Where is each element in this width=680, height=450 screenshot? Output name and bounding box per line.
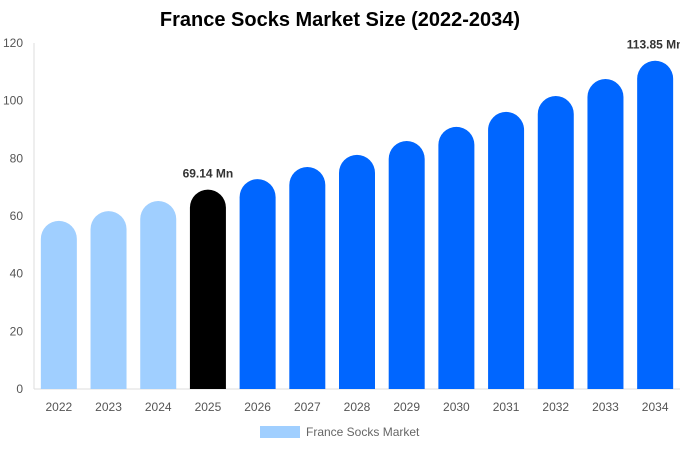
y-tick-label: 40 xyxy=(10,267,24,281)
bar-2025 xyxy=(189,189,226,389)
bar-2034 xyxy=(637,60,674,390)
x-tick-label: 2029 xyxy=(393,400,420,414)
x-tick-label: 2033 xyxy=(592,400,619,414)
x-tick-label: 2025 xyxy=(195,400,222,414)
x-tick-label: 2026 xyxy=(244,400,271,414)
y-tick-label: 100 xyxy=(3,94,23,108)
bar-2022 xyxy=(40,220,77,389)
x-tick-label: 2028 xyxy=(344,400,371,414)
bar-2029 xyxy=(388,141,425,389)
x-tick-label: 2032 xyxy=(542,400,569,414)
x-tick-label: 2031 xyxy=(493,400,520,414)
y-tick-label: 80 xyxy=(10,151,24,165)
x-tick-label: 2023 xyxy=(95,400,122,414)
legend-swatch xyxy=(260,426,300,438)
bar-2030 xyxy=(438,126,475,389)
x-tick-label: 2034 xyxy=(642,400,669,414)
bar-2033 xyxy=(587,79,624,390)
legend-label: France Socks Market xyxy=(306,425,420,439)
legend[interactable]: France Socks Market xyxy=(260,425,419,439)
y-tick-label: 120 xyxy=(3,36,23,50)
x-tick-label: 2022 xyxy=(45,400,72,414)
data-label: 69.14 Mn xyxy=(183,167,234,181)
bar-2027 xyxy=(289,166,326,389)
bar-2028 xyxy=(339,154,375,389)
bar-2032 xyxy=(537,96,574,389)
y-tick-label: 0 xyxy=(16,382,23,396)
bar-2024 xyxy=(140,201,177,389)
bar-2031 xyxy=(488,111,525,389)
y-tick-label: 20 xyxy=(10,324,24,338)
y-tick-label: 60 xyxy=(10,209,24,223)
bar-2026 xyxy=(239,179,276,389)
chart-title: France Socks Market Size (2022-2034) xyxy=(159,9,521,31)
x-tick-label: 2030 xyxy=(443,400,470,414)
data-label: 113.85 Mn xyxy=(627,38,680,52)
x-tick-label: 2024 xyxy=(145,400,172,414)
x-tick-label: 2027 xyxy=(294,400,321,414)
bar-2023 xyxy=(90,211,127,389)
